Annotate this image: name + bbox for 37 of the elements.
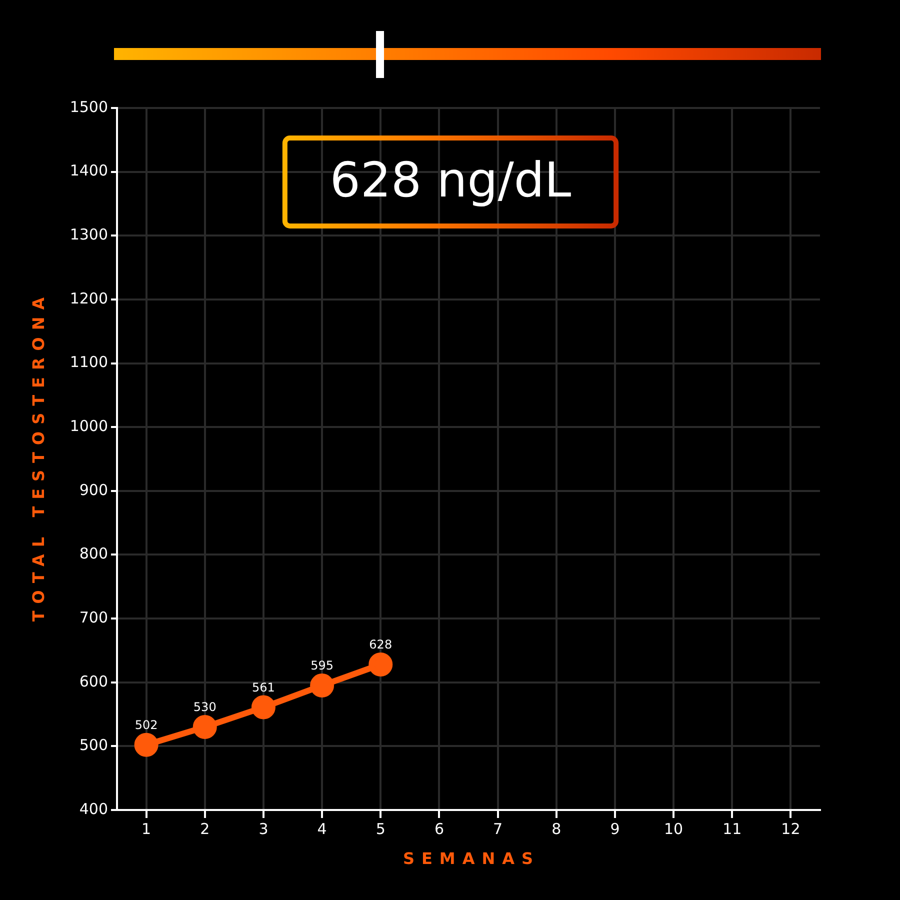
x-tick-label: 5	[376, 820, 386, 838]
x-tick-label: 2	[200, 820, 210, 838]
y-tick-label: 1200	[70, 289, 108, 308]
x-tick-label: 3	[258, 820, 268, 838]
y-tick-label: 700	[79, 608, 108, 626]
y-tick-label: 800	[79, 544, 108, 563]
point	[310, 674, 334, 698]
data-label: 561	[252, 680, 275, 694]
data-label: 628	[369, 638, 392, 652]
y-tick-label: 1000	[70, 416, 108, 435]
point	[134, 732, 158, 757]
y-tick-label: 1100	[70, 353, 108, 372]
y-tick-label: 500	[79, 736, 108, 754]
data-label: 502	[134, 718, 158, 732]
y-axis-title: TOTAL TESTOSTERONA	[29, 290, 48, 622]
annotation: 628 ng/dL	[330, 152, 572, 208]
x-tick-label: 4	[317, 820, 327, 838]
x-tick-label: 11	[722, 820, 742, 838]
x-tick-label: 7	[493, 820, 503, 838]
x-tick-label: 9	[610, 820, 620, 838]
y-tick-label: 900	[79, 480, 108, 499]
x-tick-label: 1	[142, 820, 152, 838]
x-axis-title: SEMANAS	[402, 849, 540, 868]
x-tick-label: 10	[664, 820, 684, 838]
data-label: 595	[310, 658, 334, 673]
y-tick-label: 400	[79, 800, 108, 818]
data-label: 530	[193, 700, 216, 714]
point	[192, 715, 217, 740]
x-tick-label: 6	[434, 820, 444, 838]
y-tick-label: 1500	[70, 98, 108, 116]
point	[368, 652, 393, 676]
y-tick-label: 1400	[70, 162, 108, 180]
y-tick-label: 600	[79, 672, 108, 690]
point	[251, 695, 276, 720]
y-tick-label: 1300	[70, 226, 108, 244]
x-tick-label: 12	[781, 820, 800, 838]
x-tick-label: 8	[552, 820, 562, 838]
